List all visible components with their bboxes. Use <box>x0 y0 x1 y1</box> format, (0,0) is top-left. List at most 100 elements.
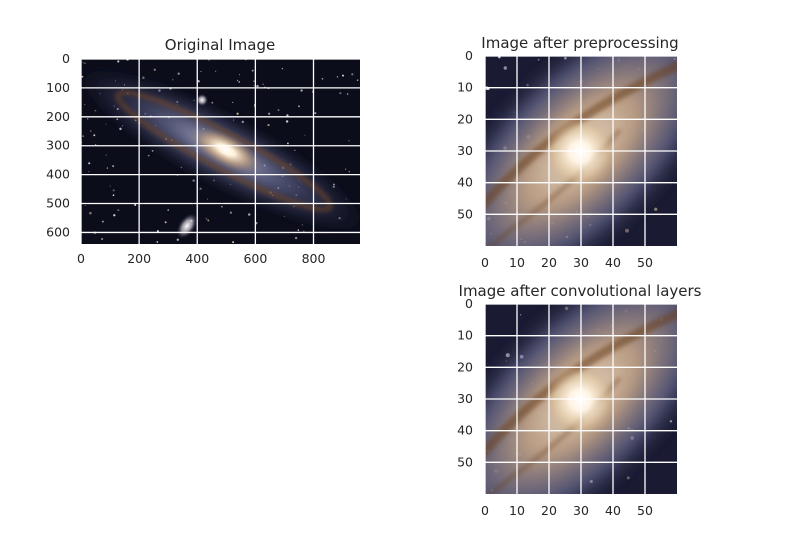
x-tick-label: 0 <box>77 251 85 266</box>
star <box>113 214 116 217</box>
star <box>238 81 240 83</box>
star <box>82 61 84 63</box>
x-tick-label: 800 <box>302 251 326 266</box>
star <box>207 219 210 222</box>
x-tick-label: 30 <box>573 255 589 270</box>
star <box>192 179 195 182</box>
star <box>205 218 208 220</box>
star <box>253 80 255 82</box>
y-tick-label: 20 <box>457 359 473 374</box>
star <box>105 123 107 125</box>
galaxy-image <box>81 59 360 244</box>
x-tick-label: 10 <box>509 503 525 518</box>
star <box>286 114 289 117</box>
star <box>112 194 115 197</box>
star <box>117 60 120 63</box>
x-tick-label: 10 <box>509 255 525 270</box>
star <box>176 175 178 177</box>
star <box>346 93 349 95</box>
star <box>300 89 303 92</box>
star <box>345 168 347 170</box>
star <box>93 134 96 137</box>
star <box>112 165 115 168</box>
star <box>297 229 300 231</box>
star <box>298 105 300 108</box>
preprocessed-image-panel: Image after preprocessing 0 10 20 30 40 50 0 1… <box>457 34 679 270</box>
star <box>89 211 92 215</box>
star <box>294 236 298 240</box>
star <box>176 238 179 241</box>
star <box>90 130 92 132</box>
star <box>156 241 159 243</box>
star <box>167 209 170 211</box>
star <box>336 76 338 78</box>
star <box>285 120 289 123</box>
star <box>262 83 264 85</box>
star <box>147 154 150 157</box>
star <box>251 69 254 72</box>
y-tick-label: 50 <box>457 206 473 221</box>
y-tick-labels: 0 10 20 30 40 50 <box>457 296 473 469</box>
star <box>304 134 306 136</box>
star <box>164 221 167 224</box>
star <box>200 70 202 72</box>
star <box>134 203 137 206</box>
star <box>342 74 344 77</box>
panel-title: Image after preprocessing <box>481 34 678 52</box>
y-tick-label: 500 <box>46 196 70 211</box>
y-tick-label: 300 <box>46 138 70 153</box>
x-tick-labels: 0 200 400 600 800 <box>77 251 325 266</box>
y-tick-label: 0 <box>62 51 70 66</box>
star <box>321 77 324 80</box>
star <box>86 118 89 120</box>
star <box>236 79 239 82</box>
star <box>112 189 115 192</box>
panel-title: Original Image <box>165 36 275 54</box>
convolved-image-panel: Image after convolutional layers 0 10 20 30… <box>457 282 702 518</box>
star <box>267 124 270 127</box>
star <box>207 198 208 200</box>
gridlines <box>484 303 677 494</box>
x-tick-labels: 0 10 20 30 40 50 <box>481 255 653 270</box>
gridlines <box>484 55 677 246</box>
star <box>253 84 255 86</box>
star <box>84 204 86 206</box>
y-tick-label: 20 <box>457 111 473 126</box>
y-tick-label: 600 <box>46 224 70 239</box>
star <box>95 144 97 146</box>
star <box>117 209 120 212</box>
x-tick-label: 40 <box>605 255 621 270</box>
y-tick-label: 30 <box>457 391 473 406</box>
star <box>356 79 359 82</box>
star <box>101 238 103 240</box>
star <box>172 79 174 81</box>
star <box>314 112 317 115</box>
star <box>221 205 223 208</box>
star <box>503 66 508 70</box>
y-tick-label: 0 <box>465 48 473 63</box>
y-tick-label: 0 <box>465 296 473 311</box>
star <box>287 142 289 145</box>
x-tick-labels: 0 10 20 30 40 50 <box>481 503 653 518</box>
x-tick-label: 600 <box>243 251 267 266</box>
y-tick-label: 10 <box>457 328 473 343</box>
star <box>109 185 111 187</box>
star <box>197 80 200 83</box>
x-tick-label: 200 <box>127 251 151 266</box>
x-tick-label: 0 <box>481 255 489 270</box>
star <box>303 230 305 232</box>
star <box>239 74 241 76</box>
star <box>106 167 109 169</box>
y-tick-label: 200 <box>46 109 70 124</box>
y-tick-label: 50 <box>457 454 473 469</box>
star <box>256 84 259 88</box>
star <box>101 220 104 223</box>
star <box>267 112 271 115</box>
star <box>153 68 156 71</box>
star <box>232 101 234 104</box>
x-tick-label: 20 <box>541 503 557 518</box>
y-tick-labels: 0 10 20 30 40 50 <box>457 48 473 221</box>
x-tick-label: 40 <box>605 503 621 518</box>
y-tick-label: 40 <box>457 175 473 190</box>
